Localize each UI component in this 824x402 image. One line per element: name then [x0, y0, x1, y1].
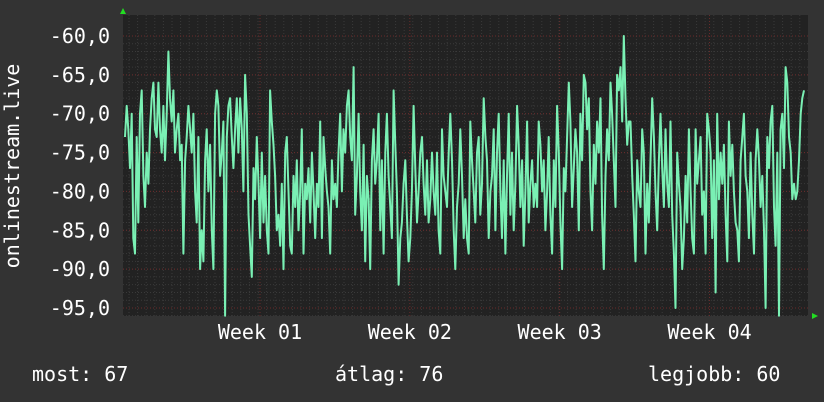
- x-axis-ticks: Week 01 Week 02 Week 03 Week 04: [218, 320, 752, 344]
- plot-area: [123, 15, 808, 316]
- x-tick-label: Week 01: [218, 320, 302, 344]
- stat-best: legjobb: 60: [648, 362, 781, 386]
- y-axis-ticks: -60,0 -65,0 -70,0 -75,0 -80,0 -85,0 -90,0 -95,0: [50, 24, 110, 320]
- x-tick-label: Week 03: [518, 320, 602, 344]
- y-axis-label: onlinestream.live: [0, 64, 24, 269]
- y-axis-arrow-icon: [120, 8, 126, 14]
- y-tick-label: -65,0: [50, 63, 110, 87]
- x-tick-label: Week 04: [667, 320, 751, 344]
- x-tick-label: Week 02: [368, 320, 452, 344]
- y-tick-label: -75,0: [50, 141, 110, 165]
- stat-current: most: 67: [32, 362, 129, 386]
- series-line: [124, 35, 805, 317]
- y-tick-label: -60,0: [50, 24, 110, 48]
- y-tick-label: -70,0: [50, 102, 110, 126]
- y-tick-label: -90,0: [50, 257, 110, 281]
- stat-average: átlag: 76: [335, 362, 444, 386]
- y-tick-label: -80,0: [50, 179, 110, 203]
- x-axis-arrow-icon: [812, 313, 818, 319]
- y-tick-label: -85,0: [50, 218, 110, 242]
- y-tick-label: -95,0: [50, 296, 110, 320]
